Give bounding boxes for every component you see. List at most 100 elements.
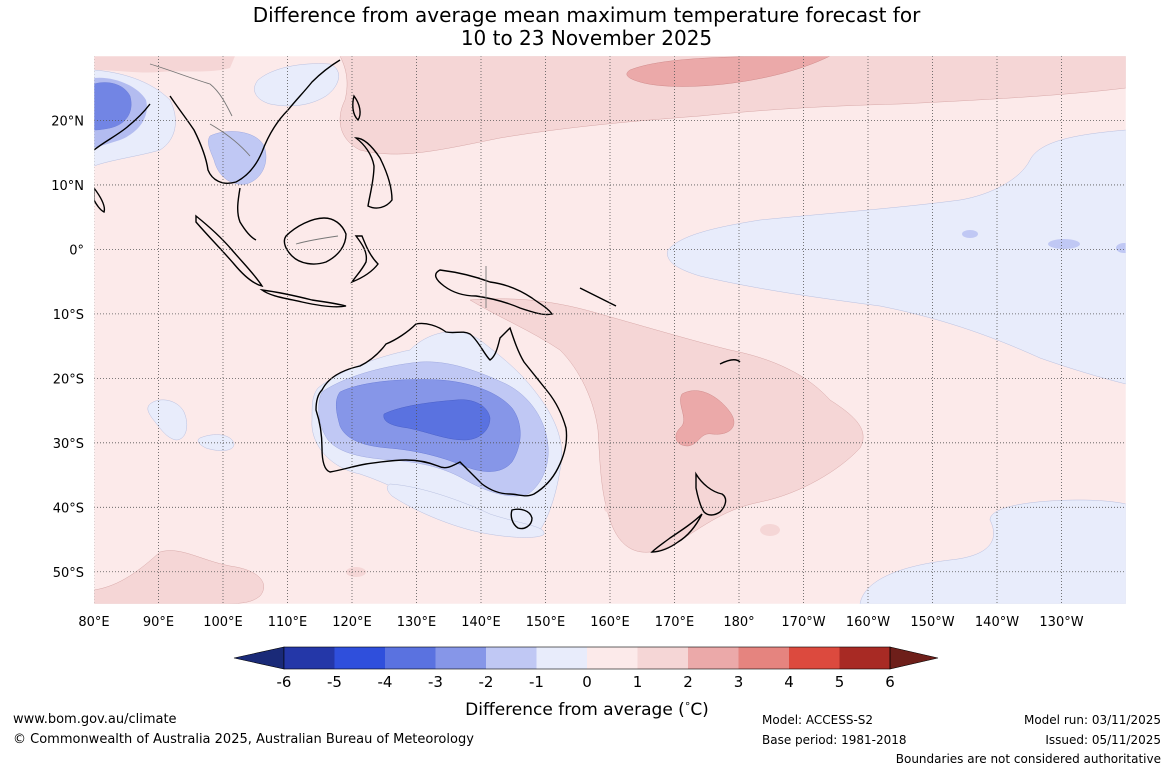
latitude-label: 10°N	[51, 179, 84, 194]
coast-bay-of-bengal	[94, 103, 151, 151]
longitude-label: 80°E	[78, 615, 109, 630]
coast-new-caledonia	[719, 359, 741, 365]
anomaly-warm-north-core	[626, 56, 831, 87]
colour-bar-frame	[283, 646, 891, 670]
coast-new-zealand-south	[650, 513, 703, 553]
colour-bar-tick-label: 3	[734, 673, 744, 691]
coast-malay-peninsula	[237, 187, 257, 241]
anomaly-warm-south-indian	[94, 550, 264, 604]
colour-bar-segment	[536, 647, 587, 669]
anomaly-cool-spot-1	[962, 230, 978, 238]
colour-bar-tick-label: -3	[428, 673, 443, 691]
colour-bar-segment	[587, 647, 638, 669]
boundaries	[149, 63, 487, 308]
anomaly-cool-spot-2	[1048, 239, 1080, 249]
colour-bar	[233, 646, 939, 670]
anomaly-cool-thailand	[208, 131, 267, 185]
colour-bar-tick-label: -6	[277, 673, 292, 691]
colour-bar-segment	[688, 647, 739, 669]
longitude-label: 90°E	[143, 615, 174, 630]
colour-bar-segment	[486, 647, 537, 669]
longitude-label: 110°E	[268, 615, 308, 630]
colour-bar-extend-high	[889, 646, 939, 670]
colour-bar-title: Difference from average (°C)	[465, 700, 709, 720]
map-plot-area	[94, 56, 1126, 604]
anomaly-cool-indian-1	[147, 399, 187, 441]
colour-bar-segment	[334, 647, 385, 669]
colour-bar-segment	[839, 647, 890, 669]
longitude-label: 140°W	[975, 615, 1019, 630]
graticule	[94, 56, 1126, 604]
anomaly-warm-spot-sw	[760, 524, 780, 536]
latitude-label: 20°S	[53, 372, 84, 387]
latitude-label: 10°S	[53, 308, 84, 323]
longitude-label: 150°E	[526, 615, 566, 630]
footer-website[interactable]: www.bom.gov.au/climate	[13, 712, 177, 727]
coast-new-guinea	[434, 269, 554, 316]
colour-bar-segment	[385, 647, 436, 669]
anomaly-cool-south-australia	[387, 483, 545, 538]
colour-bar-segment	[738, 647, 789, 669]
title-line-2: 10 to 23 November 2025	[460, 26, 713, 50]
colour-bar-title-text: Difference from average (	[465, 700, 685, 720]
latitude-label: 20°N	[51, 114, 84, 129]
coast-borneo	[283, 217, 347, 265]
longitude-label: 130°W	[1039, 615, 1083, 630]
coast-indochina	[169, 59, 341, 184]
colour-bar-segment	[789, 647, 840, 669]
anomaly-cool-equatorial-pacific	[667, 129, 1126, 385]
anomaly-warm-spot-s2	[604, 503, 616, 513]
chart-title: Difference from average mean maximum tem…	[0, 4, 1173, 50]
latitude-label: 40°S	[53, 501, 84, 516]
footer-model-run: Model run: 03/11/2025	[1023, 713, 1161, 727]
anomaly-warm-southwest-pacific	[469, 298, 864, 553]
coastlines	[94, 59, 741, 553]
colour-bar-tick-label: 4	[784, 673, 794, 691]
anomaly-cool-indian-2	[197, 434, 235, 451]
colour-bar-tick-label: -4	[378, 673, 393, 691]
coast-philippines	[353, 137, 393, 209]
latitude-label: 30°S	[53, 437, 84, 452]
coast-australia	[315, 322, 568, 497]
footer-issued: Issued: 05/11/2025	[1045, 733, 1161, 747]
coast-india-tip	[94, 186, 106, 213]
longitude-label: 170°W	[781, 615, 825, 630]
longitude-label: 120°E	[332, 615, 372, 630]
title-line-1: Difference from average mean maximum tem…	[252, 3, 921, 27]
boundary-borneo	[295, 235, 339, 245]
longitude-label: 140°E	[461, 615, 501, 630]
coast-solomons	[579, 287, 617, 307]
longitude-label: 170°E	[655, 615, 695, 630]
anomaly-warm-northwest-asia	[94, 56, 235, 73]
longitude-axis: 80°E 90°E 100°E 110°E 120°E 130°E 140°E 150°E 16…	[78, 615, 1083, 630]
colour-bar-tick-label: 0	[582, 673, 592, 691]
colour-bar-tick-label: -5	[327, 673, 342, 691]
boundary-asia-1	[149, 63, 233, 117]
longitude-label: 180°	[723, 615, 754, 630]
colour-bar-extend-low	[233, 646, 285, 670]
colour-bar-segment	[435, 647, 486, 669]
coast-tasmania	[510, 508, 533, 530]
colour-bar-unit: C)	[690, 700, 709, 720]
footer-copyright: © Commonwealth of Australia 2025, Austra…	[13, 732, 474, 747]
colour-bar-segment	[637, 647, 688, 669]
colour-bar-tick-label: 5	[835, 673, 845, 691]
colour-bar-tick-label: -2	[479, 673, 494, 691]
colour-bar-tick-label: 6	[885, 673, 895, 691]
boundary-asia-2	[209, 123, 251, 157]
colour-bar-segment	[284, 647, 335, 669]
coast-taiwan	[352, 94, 361, 122]
anomaly-cool-indochina-mid	[94, 77, 147, 148]
colour-bar-tick-label: 2	[683, 673, 693, 691]
colour-bar-ticks: -6 -5 -4 -3 -2 -1 0 1 2 3 4 5 6	[277, 673, 895, 691]
longitude-label: 150°W	[910, 615, 954, 630]
degree-symbol: °	[685, 700, 691, 713]
anomaly-warm-core-tasman	[675, 390, 735, 447]
colour-bar-tick-label: -1	[529, 673, 544, 691]
latitude-label: 0°	[69, 243, 84, 258]
colour-bar-tick-label: 1	[633, 673, 643, 691]
latitude-label: 50°S	[53, 566, 84, 581]
coast-sumatra	[195, 214, 264, 288]
map-frame	[93, 55, 1127, 605]
longitude-label: 130°E	[397, 615, 437, 630]
